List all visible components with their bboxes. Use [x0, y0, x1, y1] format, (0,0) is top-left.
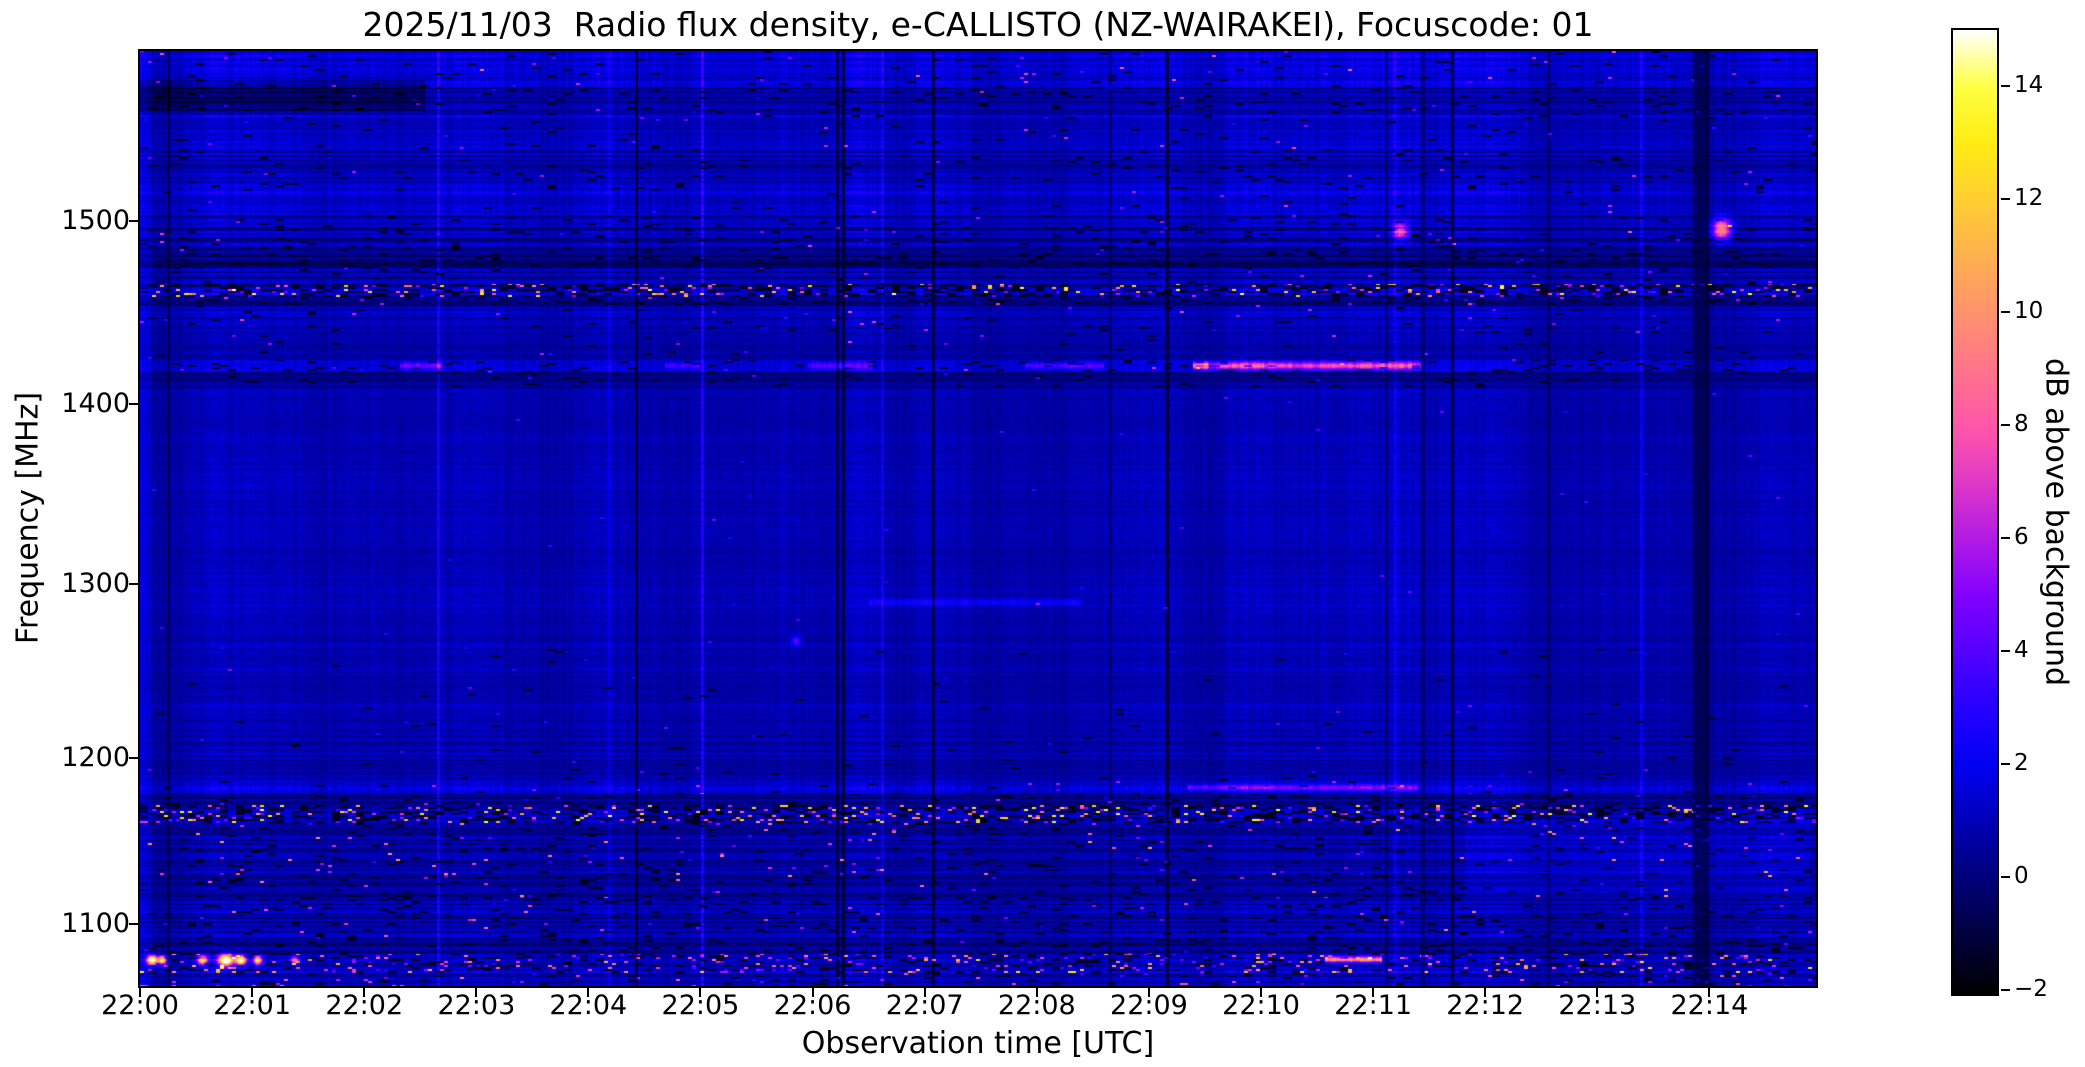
colorbar: [1951, 28, 1999, 996]
colorbar-tick-mark: [2001, 650, 2010, 653]
x-tick-mark: [923, 988, 926, 997]
y-tick-mark: [129, 583, 138, 586]
x-tick-label: 22:06: [773, 990, 852, 1021]
y-axis-label: Frequency [MHz]: [10, 391, 46, 645]
y-tick-mark: [129, 402, 138, 405]
x-tick-label: 22:02: [325, 990, 404, 1021]
colorbar-tick-label: −2: [2014, 976, 2048, 1002]
x-tick-mark: [699, 988, 702, 997]
x-tick-label: 22:09: [1110, 990, 1188, 1021]
y-tick-mark: [129, 756, 138, 759]
x-tick-mark: [1708, 988, 1711, 997]
colorbar-label: dB above background: [2038, 357, 2074, 687]
x-tick-mark: [363, 988, 366, 997]
colorbar-tick-mark: [2001, 424, 2010, 427]
colorbar-tick-label: 12: [2014, 185, 2044, 212]
colorbar-tick-mark: [2001, 311, 2010, 314]
colorbar-tick-label: 8: [2014, 411, 2029, 438]
colorbar-tick-mark: [2001, 537, 2010, 540]
colorbar-tick-label: 0: [2014, 863, 2029, 890]
colorbar-tick-label: 4: [2014, 637, 2029, 664]
x-tick-mark: [1035, 988, 1038, 997]
plot-area: [138, 49, 1818, 988]
colorbar-tick-label: 6: [2014, 524, 2029, 551]
y-tick-label: 1300: [61, 568, 130, 600]
colorbar-tick-mark: [2001, 85, 2010, 88]
x-tick-mark: [1260, 988, 1263, 997]
x-tick-label: 22:00: [101, 990, 179, 1021]
x-tick-label: 22:14: [1670, 990, 1749, 1021]
colorbar-tick-mark: [2001, 198, 2010, 201]
x-tick-label: 22:01: [213, 990, 292, 1021]
spectrogram-canvas: [140, 51, 1816, 986]
y-tick-label: 1400: [61, 387, 130, 419]
x-tick-label: 22:08: [997, 990, 1076, 1021]
colorbar-tick-mark: [2001, 763, 2010, 766]
y-tick-mark: [129, 923, 138, 925]
x-tick-mark: [139, 988, 141, 997]
y-tick-mark: [129, 219, 138, 222]
x-tick-mark: [1484, 988, 1487, 997]
colorbar-tick-label: 14: [2014, 72, 2044, 99]
x-tick-label: 22:10: [1222, 990, 1300, 1021]
x-tick-label: 22:03: [437, 990, 516, 1021]
x-tick-mark: [811, 988, 814, 997]
x-tick-mark: [475, 988, 478, 997]
colorbar-tick-label: 10: [2014, 298, 2044, 325]
x-tick-mark: [1147, 988, 1150, 997]
x-tick-mark: [1596, 988, 1599, 997]
x-tick-label: 22:12: [1446, 990, 1525, 1021]
colorbar-tick-mark: [2001, 989, 2010, 991]
x-tick-label: 22:11: [1334, 990, 1413, 1021]
y-tick-label: 1500: [61, 204, 130, 236]
x-tick-mark: [251, 988, 254, 997]
x-tick-label: 22:07: [885, 990, 964, 1021]
x-tick-label: 22:04: [549, 990, 628, 1021]
x-tick-label: 22:05: [661, 990, 740, 1021]
chart-title: 2025/11/03 Radio flux density, e-CALLIST…: [362, 5, 1594, 44]
x-tick-mark: [1372, 988, 1375, 997]
y-tick-label: 1200: [61, 741, 130, 773]
colorbar-tick-mark: [2001, 876, 2010, 879]
x-tick-mark: [587, 988, 590, 997]
colorbar-tick-label: 2: [2014, 750, 2029, 777]
x-axis-label: Observation time [UTC]: [801, 1026, 1155, 1061]
x-tick-label: 22:13: [1558, 990, 1637, 1021]
y-tick-label: 1100: [61, 908, 130, 939]
